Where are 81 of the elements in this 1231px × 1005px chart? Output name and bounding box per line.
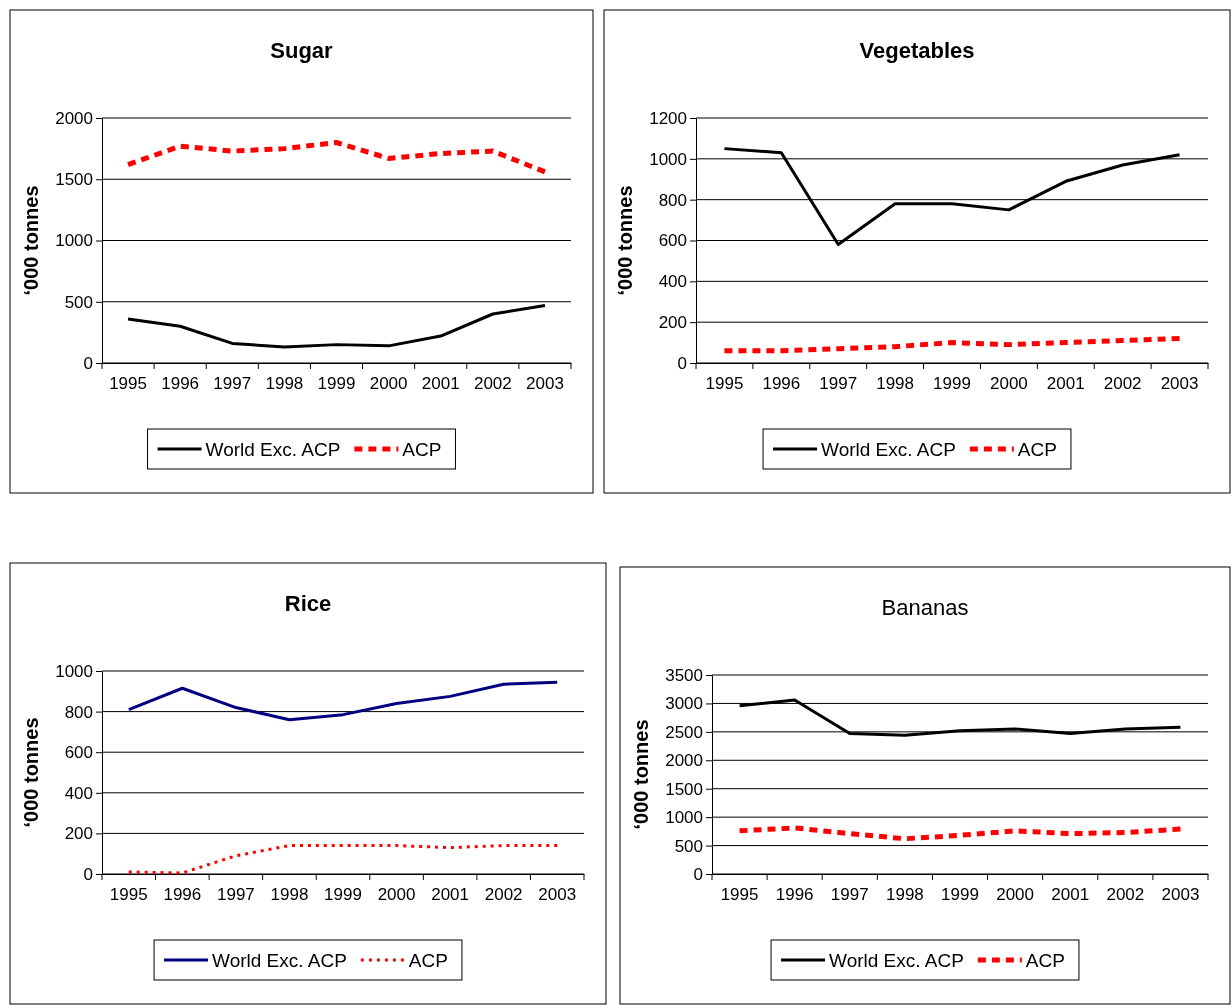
legend-label: ACP [402,439,442,460]
x-tick-label: 1999 [324,885,362,905]
legend-label: World Exc. ACP [821,439,956,460]
y-tick-label: 600 [64,743,93,763]
y-tick-label: 200 [658,313,687,333]
legend-label: World Exc. ACP [829,950,964,971]
legend-label: ACP [1025,950,1065,971]
x-tick-label: 2003 [538,885,577,905]
y-axis-title: ‘000 tonnes [20,185,42,296]
x-tick-label: 2000 [369,374,408,394]
x-tick-label: 2003 [526,374,564,394]
x-tick-label: 2003 [1161,885,1200,905]
y-tick-label: 1500 [665,779,703,799]
y-tick-label: 400 [64,783,93,803]
legend-label: ACP [1017,439,1057,460]
x-tick-label: 2001 [1051,885,1090,905]
chart-title: Bananas [881,595,969,620]
x-tick-label: 2001 [1046,374,1085,394]
x-tick-label: 2001 [431,885,470,905]
x-tick-label: 2002 [1106,885,1145,905]
legend-label: ACP [408,950,448,971]
x-tick-label: 1996 [163,885,202,905]
y-tick-label: 800 [658,190,687,210]
y-tick-label: 1000 [649,149,687,169]
legend-label: World Exc. ACP [205,439,341,460]
y-tick-label: 1500 [55,170,93,190]
x-tick-label: 1997 [830,885,869,905]
y-tick-label: 500 [64,292,93,312]
x-tick-label: 1995 [109,374,147,394]
y-tick-label: 0 [677,353,687,373]
y-tick-label: 2500 [665,722,703,742]
x-tick-label: 1998 [265,374,304,394]
x-tick-label: 1998 [885,885,924,905]
y-tick-label: 1200 [649,108,687,128]
x-tick-label: 2001 [421,374,460,394]
y-tick-label: 1000 [665,808,703,828]
x-tick-label: 1997 [819,374,858,394]
x-tick-label: 2002 [1103,374,1142,394]
y-tick-label: 3000 [665,694,703,714]
x-tick-label: 1999 [941,885,979,905]
chart-title: Sugar [270,38,334,63]
x-tick-label: 1998 [270,885,309,905]
y-tick-label: 0 [693,864,703,884]
y-tick-label: 3500 [665,665,703,685]
x-tick-label: 1997 [216,885,255,905]
y-tick-label: 600 [658,231,687,251]
x-tick-label: 1995 [705,374,744,394]
y-tick-label: 2000 [55,108,93,128]
y-tick-label: 400 [658,272,687,292]
legend-label: World Exc. ACP [212,950,347,971]
chart-title: Rice [284,591,332,616]
line-series [126,303,547,349]
x-tick-label: 1999 [933,374,971,394]
x-tick-label: 1997 [213,374,252,394]
x-tick-label: 1996 [161,374,200,394]
x-tick-label: 1995 [109,885,148,905]
y-axis-title: ‘000 tonnes [614,185,636,296]
y-tick-label: 200 [64,824,93,844]
line-series [127,844,559,875]
y-tick-label: 1000 [55,231,93,251]
y-tick-label: 800 [64,702,93,722]
x-tick-label: 2000 [996,885,1035,905]
x-tick-label: 2000 [377,885,416,905]
y-tick-label: 1000 [55,661,93,681]
x-tick-label: 1995 [720,885,759,905]
y-axis-title: ‘000 tonnes [630,719,652,830]
x-tick-label: 1996 [762,374,801,394]
y-tick-label: 0 [83,864,93,884]
chart-title: Vegetables [859,38,975,63]
x-tick-label: 2002 [473,374,512,394]
y-tick-label: 0 [83,353,93,373]
x-tick-label: 1999 [317,374,356,394]
x-tick-label: 1998 [876,374,915,394]
x-tick-label: 2003 [1160,374,1199,394]
y-tick-label: 2000 [665,751,703,771]
line-series [127,680,559,722]
y-axis-title: ‘000 tonnes [20,717,42,828]
x-tick-label: 2002 [484,885,523,905]
y-tick-label: 500 [674,836,703,856]
x-tick-label: 2000 [989,374,1028,394]
x-tick-label: 1996 [775,885,814,905]
